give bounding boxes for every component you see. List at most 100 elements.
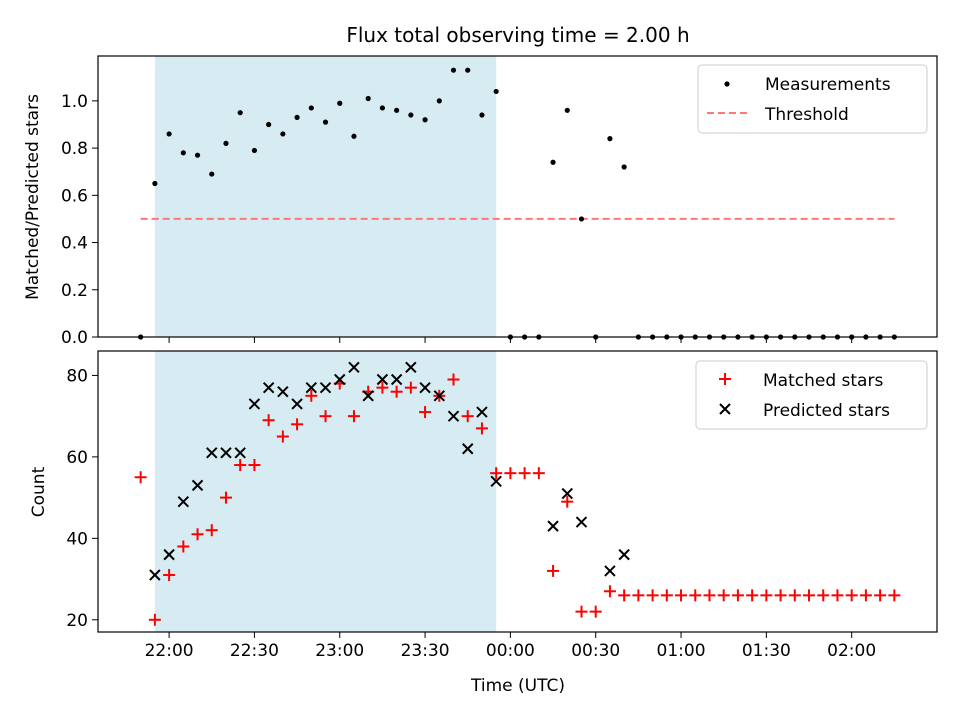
y-tick-label: 0.0 <box>61 328 88 348</box>
measurement-point <box>436 98 442 104</box>
y-tick-label: 60 <box>66 448 88 468</box>
x-tick-label: 00:30 <box>571 641 620 661</box>
matched-star-point <box>575 605 588 618</box>
x-tick-label: 00:00 <box>486 641 535 661</box>
predicted-star-point <box>433 390 445 402</box>
top-y-axis-label: Matched/Predicted stars <box>23 94 43 300</box>
predicted-star-point <box>163 548 175 561</box>
measurement-point <box>294 114 300 120</box>
measurement-point <box>621 164 627 170</box>
matched-star-point <box>632 589 645 602</box>
matched-star-point <box>703 589 716 602</box>
x-tick-label: 02:00 <box>827 641 876 661</box>
matched-star-point <box>803 589 816 602</box>
measurement-point <box>450 67 457 73</box>
matched-star-point <box>490 467 503 480</box>
measurement-point <box>550 159 556 165</box>
top-panel: Flux total observing time = 2.00 h Match… <box>23 23 938 348</box>
matched-star-point <box>347 410 360 423</box>
matched-star-point <box>461 410 474 423</box>
bottom-y-axis-label: Count <box>29 466 49 517</box>
top-observing-window <box>154 56 497 337</box>
predicted-star-point <box>177 495 190 508</box>
matched-star-point <box>219 491 232 504</box>
top-legend-box <box>697 64 928 134</box>
predicted-star-point <box>547 520 559 532</box>
measurement-point <box>578 216 585 222</box>
measurement-point <box>422 117 428 123</box>
predicted-star-point <box>191 479 204 492</box>
bottom-observing-window <box>154 351 497 632</box>
x-axis-label: Time (UTC) <box>470 676 565 696</box>
matched-star-point <box>675 589 688 602</box>
legend-predicted-marker <box>719 403 731 415</box>
matched-star-point <box>248 459 261 472</box>
measurement-point <box>280 131 286 137</box>
legend-measurements-marker <box>724 81 730 87</box>
measurement-point <box>322 119 329 125</box>
measurement-point <box>564 107 570 113</box>
matched-star-point <box>760 589 773 602</box>
x-tick-label: 01:00 <box>657 641 706 661</box>
top-legend: Measurements Threshold <box>697 64 928 134</box>
measurement-point <box>266 121 272 128</box>
measurement-point <box>152 180 158 187</box>
measurement-point <box>194 152 201 158</box>
matched-star-point <box>589 605 602 618</box>
x-tick-label: 22:30 <box>230 641 279 661</box>
matched-star-point <box>390 385 403 398</box>
matched-star-point <box>276 430 289 443</box>
y-tick-label: 0.2 <box>61 281 88 301</box>
matched-star-point <box>447 373 460 386</box>
predicted-star-point <box>277 386 289 398</box>
measurement-point <box>365 95 371 102</box>
predicted-star-point <box>419 381 431 394</box>
predicted-star-point <box>149 569 161 581</box>
matched-star-point <box>305 389 318 402</box>
matched-star-point <box>148 613 161 626</box>
y-tick-label: 40 <box>66 529 88 549</box>
legend-matched-label: Matched stars <box>763 371 883 391</box>
matched-star-point <box>262 414 275 427</box>
legend-matched-marker <box>719 373 731 385</box>
y-tick-label: 0.4 <box>61 234 88 254</box>
y-tick-label: 80 <box>66 366 88 386</box>
predicted-star-point <box>362 390 374 402</box>
legend-predicted-label: Predicted stars <box>763 401 890 421</box>
matched-star-point <box>163 568 176 581</box>
predicted-star-point <box>248 398 261 410</box>
predicted-star-point <box>561 487 573 500</box>
predicted-star-point <box>405 361 417 373</box>
measurement-point <box>465 67 471 73</box>
y-tick-label: 20 <box>66 611 88 631</box>
matched-star-point <box>532 467 545 480</box>
predicted-star-point <box>462 443 474 455</box>
matched-star-point <box>831 589 844 602</box>
measurement-point <box>337 100 343 106</box>
top-plot-frame <box>97 55 938 338</box>
y-tick-label: 1.0 <box>61 92 88 112</box>
y-tick-label: 0.6 <box>61 186 88 206</box>
measurement-point <box>408 112 414 118</box>
measurement-point <box>209 171 215 177</box>
matched-star-point <box>660 589 673 602</box>
matched-star-point <box>291 418 304 431</box>
x-tick-label: 22:00 <box>145 641 194 661</box>
measurement-point <box>251 147 258 154</box>
matched-star-point <box>603 585 616 598</box>
legend-threshold-label: Threshold <box>764 105 849 125</box>
y-tick-label: 0.8 <box>61 139 88 159</box>
predicted-star-point <box>476 406 488 418</box>
matched-star-point <box>234 459 247 472</box>
measurement-point <box>308 105 314 111</box>
matched-star-point <box>518 467 531 480</box>
measurement-point <box>479 112 485 118</box>
predicted-star-point <box>390 373 403 386</box>
matched-star-point <box>319 410 332 423</box>
bottom-panel: Count Time (UTC) 20 40 60 80 22:00 22:30 23:0… <box>29 350 938 696</box>
matched-star-point <box>205 524 218 537</box>
matched-star-point <box>177 540 190 553</box>
x-tick-label: 23:00 <box>315 641 364 661</box>
predicted-star-point <box>604 565 616 577</box>
predicted-star-point <box>334 373 346 386</box>
